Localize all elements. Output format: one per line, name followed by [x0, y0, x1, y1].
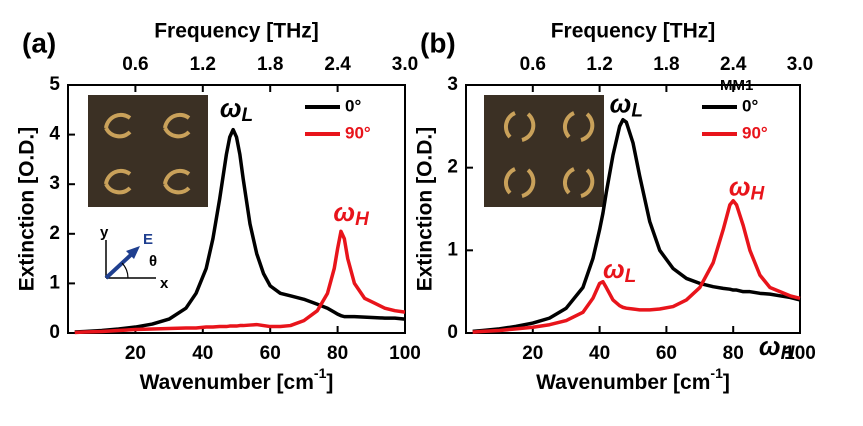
annotation: ωL: [603, 254, 636, 287]
y-tick-label: 3: [49, 173, 60, 194]
x2-tick-label: 3.0: [787, 54, 813, 75]
x-axis-title-end: ]: [723, 371, 730, 394]
legend-label: 90°: [742, 123, 768, 142]
annotation-sub: H: [751, 183, 766, 204]
annotation: ωH: [333, 197, 370, 230]
y-tick-label: 0: [447, 322, 458, 343]
annotation-sub: H: [781, 343, 796, 364]
y-tick-label: 3: [447, 74, 458, 95]
annotation-symbol: ω: [759, 331, 781, 361]
y-tick-label: 1: [49, 272, 60, 293]
inset-micrograph-b: [484, 95, 604, 207]
inset-label: θ: [149, 253, 157, 270]
legend-title: MM1: [720, 77, 753, 94]
x-tick-label: 100: [389, 343, 421, 364]
annotation-sub: L: [242, 105, 254, 126]
annotation-sub: H: [355, 209, 370, 230]
y-tick-label: 0: [49, 322, 60, 343]
x-axis-title: Wavenumber [cm-1]: [140, 365, 334, 394]
x2-tick-label: 2.4: [324, 54, 351, 75]
annotation-symbol: ω: [220, 93, 242, 123]
inset-micrograph-a: [88, 95, 208, 207]
y-tick-label: 2: [49, 223, 60, 244]
x-tick-label: 60: [656, 343, 677, 364]
inset-label: x: [160, 275, 169, 292]
plot-frame: [465, 84, 801, 334]
y-axis-title: Extinction [O.D.]: [16, 127, 39, 292]
annotation: ωH: [729, 171, 766, 204]
annotation-symbol: ω: [603, 254, 625, 284]
annotation: ωL: [610, 89, 643, 122]
x-axis-title-sup: -1: [710, 365, 723, 381]
polarization-diagram: [104, 240, 156, 280]
annotation-sub: L: [631, 101, 643, 122]
x-axis-title-text: Wavenumber [cm: [536, 371, 710, 394]
annotation-symbol: ω: [333, 197, 355, 227]
legend-label: 0°: [345, 96, 361, 115]
annotation-sub: L: [625, 266, 637, 287]
x-tick-label: 20: [522, 343, 543, 364]
plot-frame: [67, 84, 406, 334]
series-line: [472, 117, 801, 334]
inset-label: E: [143, 231, 153, 248]
x2-tick-label: 3.0: [392, 54, 418, 75]
x2-tick-label: 0.6: [520, 54, 546, 75]
x-axis-title-end: ]: [326, 371, 333, 394]
y-tick-label: 4: [49, 124, 60, 145]
y-tick-label: 5: [49, 74, 60, 95]
series-line: [74, 127, 406, 334]
y-tick-label: 1: [447, 239, 458, 260]
series-line: [472, 198, 801, 334]
x2-tick-label: 1.2: [586, 54, 612, 75]
x2-tick-label: 1.8: [653, 54, 679, 75]
panel-label: (a): [22, 27, 56, 58]
inset-label: y: [100, 224, 109, 241]
series-line: [74, 229, 406, 335]
annotation-symbol: ω: [729, 171, 751, 201]
legend-label: 90°: [345, 123, 371, 142]
x-tick-label: 80: [723, 343, 744, 364]
annotation-symbol: ω: [610, 89, 632, 119]
x-axis-title-text: Wavenumber [cm: [140, 371, 314, 394]
legend-label: 0°: [742, 96, 758, 115]
x2-tick-label: 2.4: [720, 54, 747, 75]
x-tick-label: 40: [589, 343, 610, 364]
x2-tick-label: 1.8: [257, 54, 283, 75]
y-axis-title: Extinction [O.D.]: [414, 127, 437, 292]
x-axis-title: Wavenumber [cm-1]: [536, 365, 730, 394]
annotation: ωH: [759, 331, 796, 364]
y-tick-label: 2: [447, 157, 458, 178]
x2-tick-label: 1.2: [190, 54, 216, 75]
x-tick-label: 100: [784, 343, 816, 364]
panel-label: (b): [420, 27, 456, 58]
x-tick-label: 40: [192, 343, 213, 364]
x-axis-title-sup: -1: [314, 365, 327, 381]
x2-axis-title: Frequency [THz]: [154, 20, 319, 43]
annotation: ωL: [220, 93, 253, 126]
x-tick-label: 20: [125, 343, 146, 364]
x2-tick-label: 0.6: [122, 54, 148, 75]
x-tick-label: 80: [327, 343, 348, 364]
x2-axis-title: Frequency [THz]: [551, 20, 716, 43]
x-tick-label: 60: [260, 343, 281, 364]
